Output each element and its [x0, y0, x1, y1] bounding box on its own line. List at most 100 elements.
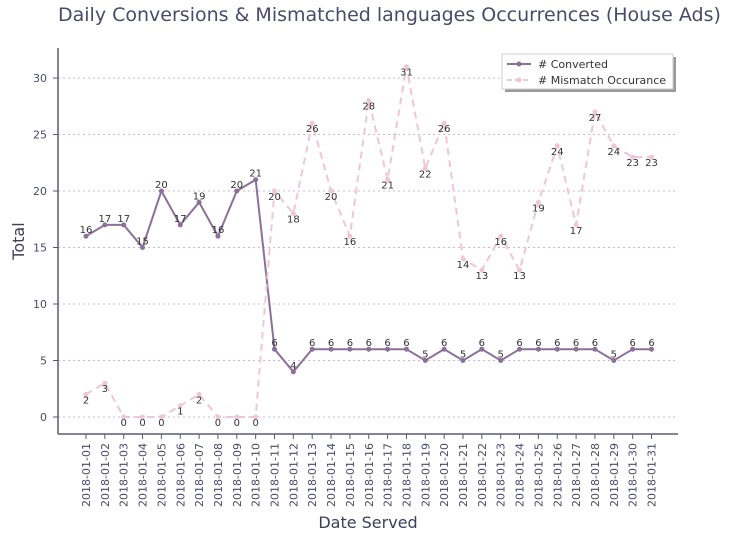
data-label-converted: 20	[155, 180, 168, 191]
point-mismatch	[460, 256, 466, 262]
data-label-mismatch: 2	[83, 395, 89, 406]
point-mismatch	[422, 165, 428, 171]
x-tick-label: 2018-01-29	[608, 443, 621, 507]
point-converted	[649, 346, 654, 352]
point-converted	[592, 346, 598, 352]
chart-title: Daily Conversions & Mismatched languages…	[58, 4, 721, 26]
data-label-mismatch: 3	[102, 384, 108, 395]
data-label-converted: 6	[347, 338, 353, 349]
data-label-mismatch: 19	[532, 203, 545, 214]
point-mismatch	[366, 98, 372, 104]
point-converted	[102, 222, 108, 228]
data-label-mismatch: 21	[381, 181, 394, 192]
point-converted	[498, 358, 504, 363]
data-label-mismatch: 26	[306, 124, 319, 135]
data-label-mismatch: 18	[287, 215, 300, 226]
legend-marker-mismatch	[516, 77, 522, 83]
x-tick-label: 2018-01-08	[212, 443, 225, 507]
legend-label-mismatch: # Mismatch Occurance	[538, 74, 666, 87]
data-label-mismatch: 13	[475, 271, 488, 282]
x-tick-label: 2018-01-06	[174, 443, 187, 507]
point-mismatch	[309, 120, 315, 126]
point-mismatch	[441, 120, 447, 126]
x-tick-label: 2018-01-10	[250, 443, 263, 507]
point-mismatch	[215, 414, 221, 420]
data-label-converted: 17	[98, 214, 111, 225]
y-tick-label: 10	[33, 298, 47, 311]
data-label-converted: 15	[136, 237, 149, 248]
data-label-converted: 6	[441, 338, 447, 349]
point-mismatch	[121, 414, 127, 420]
x-tick-label: 2018-01-15	[344, 443, 357, 507]
x-tick-label: 2018-01-30	[627, 443, 640, 507]
x-tick-label: 2018-01-22	[476, 443, 489, 507]
point-mismatch	[140, 414, 146, 420]
point-converted	[309, 346, 315, 352]
series-group	[83, 64, 654, 420]
point-mismatch	[158, 414, 164, 420]
data-label-mismatch: 22	[419, 169, 432, 180]
point-mismatch	[253, 414, 259, 420]
point-mismatch	[385, 177, 391, 183]
data-label-converted: 6	[535, 338, 541, 349]
data-label-converted: 4	[290, 361, 296, 372]
point-converted	[554, 346, 560, 352]
data-label-mismatch: 16	[494, 237, 507, 248]
point-converted	[290, 369, 296, 375]
data-label-mismatch: 0	[252, 418, 258, 429]
data-label-mismatch: 31	[400, 68, 413, 79]
x-tick-label: 2018-01-13	[306, 443, 319, 507]
x-tick-label: 2018-01-24	[514, 443, 527, 507]
data-label-mismatch: 13	[513, 271, 526, 282]
x-tick-label: 2018-01-12	[287, 443, 300, 507]
data-label-mismatch: 0	[139, 418, 145, 429]
point-converted	[403, 346, 409, 352]
point-converted	[215, 233, 221, 239]
point-mismatch	[479, 267, 485, 273]
data-label-mismatch: 23	[645, 158, 658, 169]
data-label-converted: 6	[271, 338, 277, 349]
y-ticks: 0 5 10 15 20 25 30	[33, 72, 58, 424]
data-label-mismatch: 24	[551, 147, 564, 158]
point-mismatch	[234, 414, 240, 420]
data-label-converted: 21	[249, 169, 262, 180]
point-mismatch	[535, 199, 541, 205]
point-converted	[460, 358, 466, 363]
data-label-mismatch: 0	[121, 418, 127, 429]
legend-label-converted: # Converted	[538, 58, 608, 71]
data-label-mismatch: 1	[177, 407, 183, 418]
data-label-converted: 19	[193, 191, 206, 202]
data-label-mismatch: 0	[215, 418, 221, 429]
y-tick-label: 20	[33, 185, 47, 198]
point-converted	[177, 222, 183, 228]
data-label-converted: 6	[479, 338, 485, 349]
data-label-converted: 17	[117, 214, 130, 225]
point-mismatch	[347, 233, 353, 239]
y-tick-label: 30	[33, 72, 47, 85]
series-line-mismatch	[85, 66, 652, 418]
data-label-mismatch: 17	[570, 226, 583, 237]
point-mismatch	[611, 143, 617, 149]
legend-box	[501, 53, 674, 90]
point-mismatch	[196, 391, 202, 397]
x-tick-label: 2018-01-20	[438, 443, 451, 507]
point-mismatch	[573, 222, 579, 228]
x-tick-label: 2018-01-17	[382, 443, 395, 507]
point-converted	[517, 346, 523, 352]
point-converted	[366, 346, 372, 352]
point-converted	[272, 346, 277, 352]
point-converted	[611, 358, 617, 363]
point-mismatch	[328, 188, 334, 194]
x-tick-label: 2018-01-16	[363, 443, 376, 507]
point-mismatch	[290, 211, 296, 217]
data-label-converted: 5	[611, 350, 617, 361]
data-label-mismatch: 26	[438, 124, 451, 135]
data-label-mismatch: 24	[607, 147, 620, 158]
point-converted	[422, 358, 428, 363]
legend: # Converted # Mismatch Occurance	[501, 53, 676, 92]
point-mismatch	[272, 188, 277, 194]
data-label-converted: 16	[212, 225, 225, 236]
data-label-converted: 6	[366, 338, 372, 349]
x-tick-label: 2018-01-19	[419, 443, 432, 507]
